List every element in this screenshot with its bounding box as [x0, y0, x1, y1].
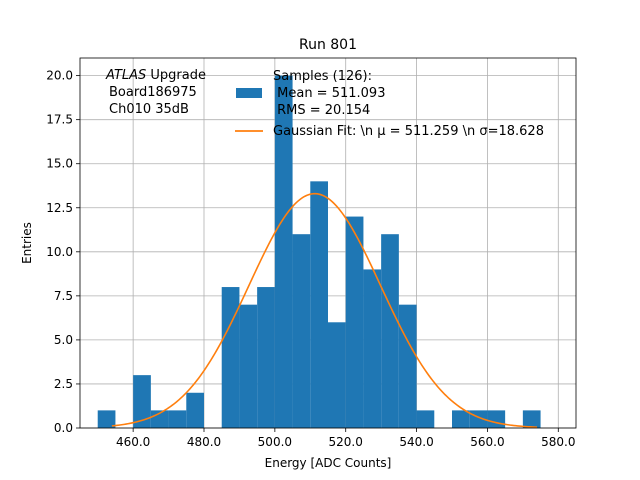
y-axis-ticks: 0.0 2.5 5.0 7.5 10.0 12.5 15.0 17.5 20.0 [46, 69, 80, 435]
annotation-line-3: Ch010 35dB [109, 102, 189, 117]
y-tick-label-2: 5.0 [54, 333, 73, 347]
y-tick-label-0: 0.0 [54, 421, 73, 435]
axes-frame [79, 57, 577, 429]
legend-samples-label-line-2: Mean = 511.093 [273, 86, 385, 101]
histogram-bar-18 [416, 410, 435, 428]
x-tick-label-1: 480.0 [187, 435, 221, 449]
histogram-bar-24 [522, 410, 541, 428]
x-tick-label-0: 460.0 [116, 435, 150, 449]
x-tick-label-5: 560.0 [470, 435, 504, 449]
histogram-bar-14 [345, 216, 364, 428]
histogram-bar-9 [257, 287, 275, 428]
annotation-upgrade: Upgrade [146, 68, 206, 83]
histogram-bar-4 [168, 410, 187, 428]
x-tick-label-2: 500.0 [258, 435, 292, 449]
annotation-atlas: ATLAS [105, 68, 146, 83]
legend-samples-label-line-3: RMS = 20.154 [273, 103, 370, 118]
x-tick-label-6: 580.0 [541, 435, 575, 449]
y-tick-label-3: 7.5 [54, 289, 73, 303]
y-tick-label-5: 12.5 [46, 201, 73, 215]
legend-fit-label: Gaussian Fit: \n μ = 511.259 \n σ=18.628 [273, 124, 544, 139]
x-axis-label: Energy [ADC Counts] [265, 456, 392, 470]
histogram-bar-22 [487, 410, 506, 428]
histogram-bar-2 [133, 375, 151, 428]
histogram-bar-12 [310, 181, 328, 428]
histogram-bar-7 [221, 287, 240, 428]
x-tick-label-4: 540.0 [399, 435, 433, 449]
histogram-bar-17 [398, 304, 417, 428]
histogram-bar-11 [292, 234, 311, 428]
y-tick-label-6: 15.0 [46, 157, 73, 171]
y-tick-label-4: 10.0 [46, 245, 73, 259]
histogram-bar-8 [239, 304, 258, 428]
histogram-bar-0 [97, 410, 116, 428]
annotation-line-2: Board186975 [109, 85, 197, 100]
histogram-bar-5 [186, 392, 204, 428]
histogram-bar-16 [381, 234, 399, 428]
annotation-line-1: ATLAS Upgrade [105, 68, 206, 83]
x-tick-label-3: 520.0 [329, 435, 363, 449]
legend: Samples (126): Mean = 511.093 RMS = 20.1… [235, 69, 544, 139]
x-axis-ticks: 460.0 480.0 500.0 520.0 540.0 560.0 580.0 [116, 428, 575, 449]
gaussian-fit-curve [111, 192, 538, 428]
fit-curve-group [111, 192, 538, 428]
chart-title: Run 801 [299, 37, 357, 53]
histogram-bar-15 [363, 269, 382, 428]
y-axis-label: Entries [20, 222, 34, 264]
y-tick-label-7: 17.5 [46, 113, 73, 127]
histogram-bar-10 [274, 75, 293, 428]
y-tick-label-1: 2.5 [54, 377, 73, 391]
atlas-annotation: ATLAS Upgrade Board186975 Ch010 35dB [105, 68, 206, 117]
histogram-bar-13 [328, 322, 346, 428]
legend-samples-swatch [236, 88, 262, 98]
histogram-bar-20 [452, 410, 470, 428]
legend-samples-label-line-1: Samples (126): [273, 69, 372, 84]
y-tick-label-8: 20.0 [46, 69, 73, 83]
